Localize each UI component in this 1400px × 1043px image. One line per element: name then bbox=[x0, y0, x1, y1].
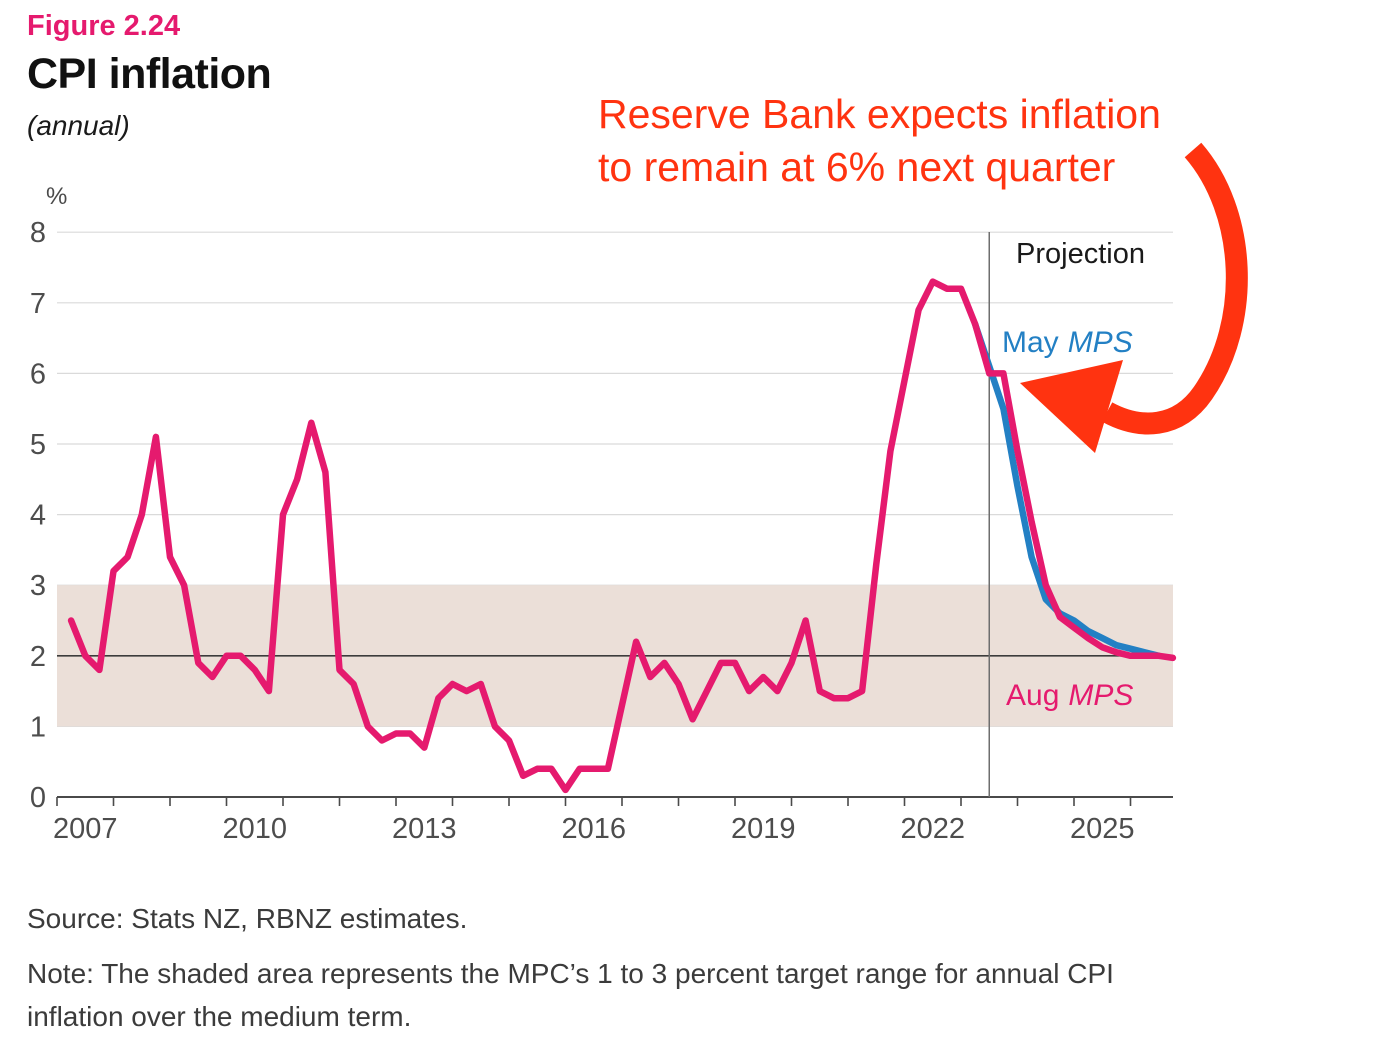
y-tick-label-7: 7 bbox=[30, 288, 46, 320]
aug-mps-line bbox=[986, 370, 1177, 662]
aug-mps-label: Aug MPS bbox=[1006, 679, 1133, 713]
y-tick-label-2: 2 bbox=[30, 641, 46, 673]
source-text: Source: Stats NZ, RBNZ estimates. bbox=[27, 903, 468, 934]
history-line bbox=[67, 278, 993, 794]
figure-title: CPI inflation bbox=[27, 50, 272, 98]
aug-mps-label-mps: MPS bbox=[1068, 679, 1134, 712]
x-tick-label-2022: 2022 bbox=[900, 813, 965, 845]
may-mps-line bbox=[971, 320, 1163, 660]
figure-number: Figure 2.24 bbox=[27, 10, 181, 42]
annotation-callout: Reserve Bank expects inflation to remain… bbox=[598, 88, 1161, 194]
y-tick-label-6: 6 bbox=[30, 358, 46, 390]
annotation-line2: to remain at 6% next quarter bbox=[598, 144, 1116, 190]
annotation-arrow-head-icon bbox=[1020, 360, 1123, 453]
x-tick-label-2010: 2010 bbox=[222, 813, 287, 845]
annotation-arrow-tail bbox=[1101, 142, 1248, 435]
y-tick-label-5: 5 bbox=[30, 429, 46, 461]
y-tick-label-0: 0 bbox=[30, 782, 46, 814]
y-axis-unit-label: % bbox=[46, 183, 68, 210]
x-tick-label-2013: 2013 bbox=[392, 813, 457, 845]
x-tick-label-2007: 2007 bbox=[53, 813, 118, 845]
may-mps-label-prefix: May bbox=[1002, 326, 1059, 359]
y-tick-label-3: 3 bbox=[30, 570, 46, 602]
x-tick-label-2025: 2025 bbox=[1070, 813, 1135, 845]
x-tick-label-2016: 2016 bbox=[561, 813, 626, 845]
y-tick-label-4: 4 bbox=[30, 500, 46, 532]
may-mps-label: May MPS bbox=[1002, 326, 1133, 360]
y-tick-label-1: 1 bbox=[30, 711, 46, 743]
projection-label: Projection bbox=[1016, 238, 1145, 270]
x-tick-label-2019: 2019 bbox=[731, 813, 796, 845]
y-tick-label-8: 8 bbox=[30, 217, 46, 249]
aug-mps-label-prefix: Aug bbox=[1006, 679, 1060, 712]
annotation-line1: Reserve Bank expects inflation bbox=[598, 91, 1161, 137]
note-text: Note: The shaded area represents the MPC… bbox=[27, 958, 1114, 1033]
figure-subtitle: (annual) bbox=[27, 110, 130, 141]
may-mps-label-mps: MPS bbox=[1067, 326, 1133, 359]
